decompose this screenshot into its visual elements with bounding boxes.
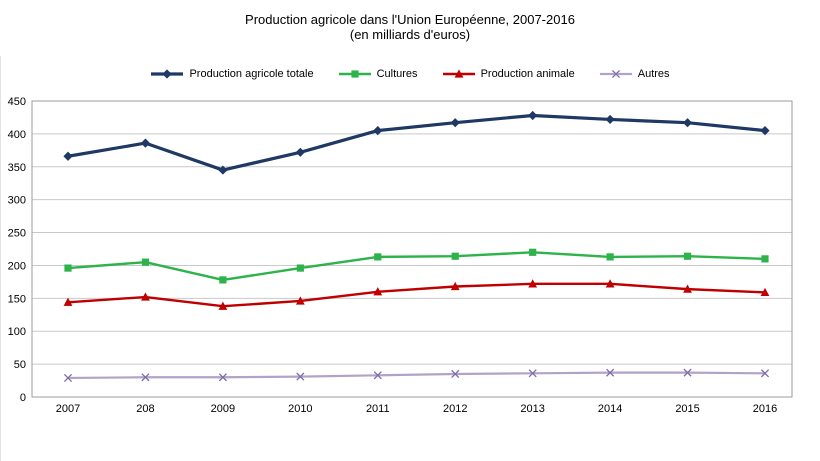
x-axis-tick-label: 2012 [443,403,467,415]
square-marker-icon [296,264,304,272]
legend-item-0: Production agricole totale [150,68,314,80]
square-marker-icon [350,70,359,78]
diamond-marker-icon [373,126,383,136]
square-marker-icon [529,248,537,256]
x-axis-tick-label: 2009 [211,403,235,415]
legend-item-3: Autres [599,68,670,80]
square-marker-icon [761,255,769,263]
x-marker-icon [218,373,227,382]
chart-title-line1: Production agricole dans l'Union Europée… [245,12,575,27]
legend-label: Production agricole totale [189,68,314,80]
x-marker-icon [373,371,382,380]
triangle-marker-icon [218,301,228,310]
legend-item-1: Cultures [338,68,418,80]
series-3 [63,368,770,382]
y-axis-tick-label: 300 [8,195,26,207]
triangle-marker-icon [141,292,150,301]
legend-square-marker-icon [338,70,371,78]
square-marker-icon [141,258,150,266]
legend-x-marker-icon [599,69,632,79]
series-0 [63,110,770,175]
series-2 [63,279,770,310]
series-line [66,371,767,380]
y-axis-tick-label: 150 [8,293,26,305]
y-axis-tick-label: 450 [8,96,26,108]
chart-frame-left-border [0,56,1,461]
diamond-marker-icon [682,118,693,128]
square-marker-icon [219,276,227,284]
y-axis-tick-label: 200 [8,260,26,272]
triangle-marker-icon [295,296,305,305]
square-marker-icon [374,253,382,261]
triangle-marker-icon [454,69,463,78]
diamond-marker-icon [63,151,73,161]
legend-label: Production animale [480,68,575,80]
x-marker-icon [63,373,73,382]
square-marker-icon [606,253,614,261]
series-1 [64,248,769,284]
series-line [66,113,767,172]
legend-label: Autres [637,68,670,80]
series-line [66,251,767,282]
x-marker-icon [528,369,537,378]
x-marker-icon [683,368,692,377]
x-axis-tick-label: 2011 [366,403,390,415]
legend-label: Cultures [376,68,418,80]
triangle-marker-icon [63,297,73,306]
x-marker-icon [611,69,620,79]
chart-title: Production agricole dans l'Union Europée… [0,12,820,42]
legend-diamond-marker-icon [151,69,184,79]
square-marker-icon [683,252,692,260]
y-axis-tick-label: 400 [8,129,26,141]
y-axis-tick-label: 100 [8,326,26,338]
x-axis-tick-label: 2014 [598,403,622,415]
diamond-marker-icon [140,138,151,148]
y-axis-tick-label: 0 [20,392,26,404]
diamond-marker-icon [528,110,538,121]
x-marker-icon [141,373,150,382]
plot-border [31,100,793,398]
diamond-marker-icon [450,118,460,128]
x-marker-icon [606,368,615,377]
diamond-marker-icon [162,69,173,79]
x-marker-icon [760,369,770,378]
x-axis-tick-label: 2010 [288,403,312,415]
diamond-marker-icon [295,147,305,157]
square-marker-icon [64,264,72,272]
diamond-marker-icon [760,126,770,136]
x-axis-tick-label: 2013 [520,403,544,415]
triangle-marker-icon [528,279,538,288]
diamond-marker-icon [605,114,615,125]
legend-item-2: Production animale [442,68,575,80]
y-axis-tick-label: 50 [14,359,26,371]
y-axis-tick-label: 350 [8,162,26,174]
diamond-marker-icon [218,165,228,175]
triangle-marker-icon [373,287,383,296]
x-axis-tick-label: 208 [136,403,154,415]
square-marker-icon [451,252,459,260]
triangle-marker-icon [450,281,460,291]
triangle-marker-icon [760,287,770,297]
triangle-marker-icon [683,284,692,293]
x-axis-tick-label: 2015 [675,403,699,415]
y-axis-tick-label: 250 [8,228,26,240]
legend: Production agricole totale Cultures Produc… [0,68,820,80]
x-axis-tick-label: 2016 [753,403,777,415]
legend-triangle-marker-icon [442,69,475,78]
series-line [66,282,767,308]
x-marker-icon [296,372,305,381]
x-marker-icon [451,369,460,379]
chart-title-line2: (en milliards d'euros) [349,27,471,42]
x-axis-tick-label: 2007 [56,403,80,415]
triangle-marker-icon [605,279,615,288]
